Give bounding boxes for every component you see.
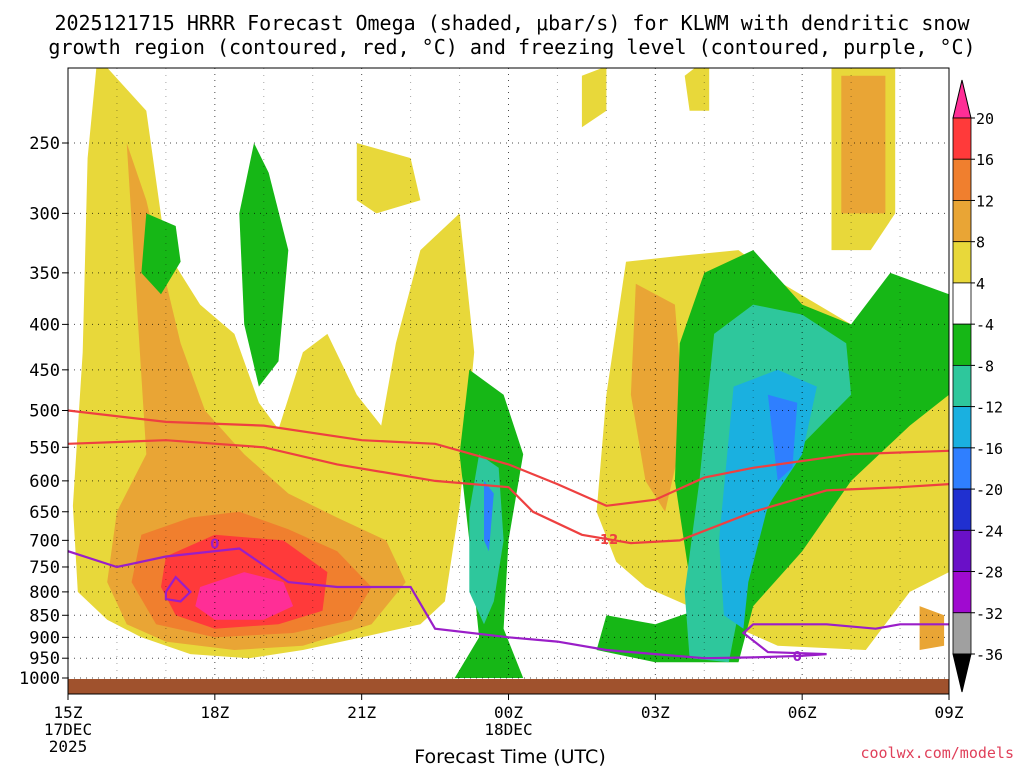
x-axis-label: Forecast Time (UTC) <box>414 746 605 768</box>
omega-region-blue-east <box>767 394 798 481</box>
omega-region-green-narrow-top <box>239 143 289 387</box>
y-tick-label: 1000 <box>19 669 60 689</box>
dendritic-contour-1 <box>68 439 949 545</box>
y-tick-label: 750 <box>29 558 60 578</box>
colorbar-label: -4 <box>976 316 994 334</box>
y-tick-label: 500 <box>29 402 60 422</box>
x-tick-label: 18DEC <box>484 720 532 739</box>
colorbar-label: -16 <box>976 440 1003 458</box>
chart-title: 2025121715 HRRR Forecast Omega (shaded, … <box>48 11 975 59</box>
x-tick-label: 15Z <box>54 703 83 722</box>
y-tick-label: 350 <box>29 264 60 284</box>
dendritic-label: -12 <box>595 533 619 548</box>
colorbar-label: 12 <box>976 192 994 210</box>
x-tick-label: 18Z <box>200 703 229 722</box>
y-axis: 2503003504004505005506006507007508008509… <box>19 134 68 689</box>
omega-region-orange-upper-right <box>841 75 886 214</box>
x-tick-label: 06Z <box>788 703 817 722</box>
y-tick-label: 300 <box>29 204 60 224</box>
colorbar-segment <box>952 406 972 449</box>
colorbar-segment <box>952 612 972 655</box>
y-tick-label: 450 <box>29 361 60 381</box>
ground-bar <box>68 679 949 694</box>
colorbar-label: -12 <box>976 399 1003 417</box>
freezing-contour-0 <box>68 547 949 660</box>
x-tick-label: 09Z <box>935 703 964 722</box>
colorbar: 20 16 12 8 4 -4 -8 -12 -16 -20 -24 -28 -32 -36 <box>952 79 1003 693</box>
colorbar-segment <box>952 529 972 572</box>
colorbar-segment <box>952 200 972 243</box>
omega-region-orange-mid-right <box>630 283 685 512</box>
colorbar-segment <box>952 364 972 408</box>
colorbar-top-triangle <box>952 79 972 119</box>
colorbar-label: 4 <box>976 275 985 293</box>
x-tick-label: 03Z <box>641 703 670 722</box>
y-tick-label: 250 <box>29 134 60 154</box>
y-tick-label: 850 <box>29 606 60 626</box>
colorbar-segment <box>952 323 972 366</box>
contours: -12 0 0 <box>68 409 949 665</box>
colorbar-segment <box>952 571 972 614</box>
x-tick-label: 00Z <box>494 703 523 722</box>
omega-region-yellow-small-top-2 <box>581 68 607 128</box>
colorbar-label: -24 <box>976 522 1003 540</box>
freezing-label-west: 0 <box>210 538 219 553</box>
title-line-2: growth region (contoured, red, °C) and f… <box>48 35 975 59</box>
y-tick-label: 650 <box>29 503 60 523</box>
colorbar-segment <box>952 158 972 201</box>
y-tick-label: 400 <box>29 315 60 335</box>
x-tick-label: 2025 <box>49 737 88 756</box>
colorbar-label: -36 <box>976 646 1003 664</box>
colorbar-bottom-triangle <box>952 653 972 693</box>
x-tick-label: 21Z <box>347 703 376 722</box>
colorbar-label: -8 <box>976 357 994 375</box>
colorbar-label: -20 <box>976 481 1003 499</box>
colorbar-label: 20 <box>976 110 994 128</box>
omega-region-green-left-blob <box>141 213 181 295</box>
watermark: coolwx.com/models <box>860 744 1014 762</box>
colorbar-label: 16 <box>976 151 994 169</box>
x-tick-label: 17DEC <box>44 720 92 739</box>
omega-region-blue-mid <box>484 480 494 552</box>
y-tick-label: 600 <box>29 472 60 492</box>
colorbar-label: -32 <box>976 605 1003 623</box>
y-tick-label: 950 <box>29 649 60 669</box>
colorbar-segment <box>952 447 972 490</box>
colorbar-segment <box>952 488 972 531</box>
y-tick-label: 900 <box>29 628 60 648</box>
freezing-label-east: 0 <box>793 650 802 665</box>
y-tick-label: 800 <box>29 583 60 603</box>
colorbar-segment <box>952 117 972 160</box>
dendritic-contour-0 <box>68 409 949 507</box>
colorbar-label: 8 <box>976 234 985 252</box>
colorbar-segment <box>952 282 972 325</box>
omega-region-orange-east-low <box>919 606 945 650</box>
title-line-1: 2025121715 HRRR Forecast Omega (shaded, … <box>54 11 970 35</box>
freezing-contour-1 <box>164 575 192 603</box>
y-tick-label: 550 <box>29 438 60 458</box>
omega-region-magenta-west <box>195 572 294 620</box>
omega-region-yellow-small-top-3 <box>684 68 710 111</box>
colorbar-label: -28 <box>976 564 1003 582</box>
y-tick-label: 700 <box>29 531 60 551</box>
omega-region-yellow-small-top-1 <box>356 143 421 214</box>
omega-shading <box>72 68 949 678</box>
colorbar-segment <box>952 241 972 284</box>
